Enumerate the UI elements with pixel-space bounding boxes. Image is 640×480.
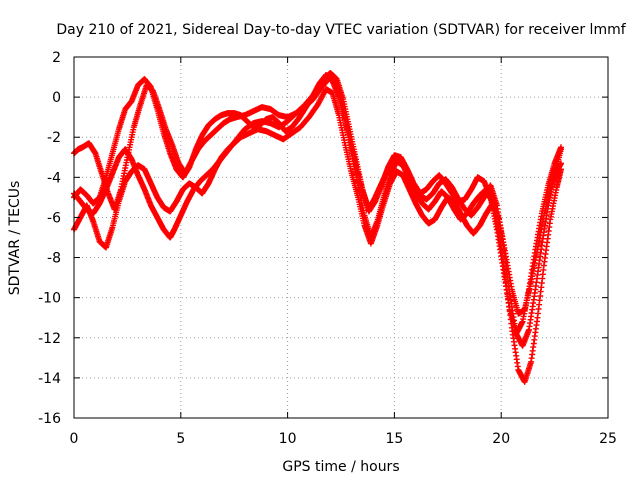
y-tick-label: 2 — [52, 50, 61, 66]
x-tick-label: 0 — [70, 431, 79, 447]
y-tick-label: -8 — [47, 251, 61, 267]
plot-frame — [73, 56, 609, 419]
y-tick-label: -2 — [47, 130, 61, 146]
axis-ticks — [73, 56, 609, 419]
x-tick-label: 25 — [599, 431, 617, 447]
x-tick-label: 5 — [176, 431, 185, 447]
chart-title: Day 210 of 2021, Sidereal Day-to-day VTE… — [56, 22, 626, 38]
x-axis-label: GPS time / hours — [282, 459, 399, 475]
x-tick-label: 15 — [385, 431, 403, 447]
y-tick-label: -10 — [38, 291, 61, 307]
data-point — [558, 144, 564, 151]
y-tick-label: -16 — [38, 411, 61, 427]
data-point — [558, 160, 564, 167]
x-tick-label: 20 — [492, 431, 510, 447]
y-axis-label: SDTVAR / TECUs — [7, 181, 23, 296]
y-tick-label: -14 — [38, 371, 61, 387]
y-tick-label: -4 — [47, 170, 61, 186]
y-tick-labels: 2 0 -2 -4 -6 -8 -10 -12 -14 -16 — [38, 50, 61, 427]
x-tick-label: 10 — [279, 431, 297, 447]
data-marks — [71, 70, 564, 385]
series-track-3 — [71, 86, 564, 317]
y-tick-label: -12 — [38, 331, 61, 347]
series-track-4 — [71, 70, 564, 337]
y-tick-label: -6 — [47, 210, 61, 226]
x-tick-labels: 0 5 10 15 20 25 — [70, 431, 617, 447]
y-tick-label: 0 — [52, 90, 61, 106]
